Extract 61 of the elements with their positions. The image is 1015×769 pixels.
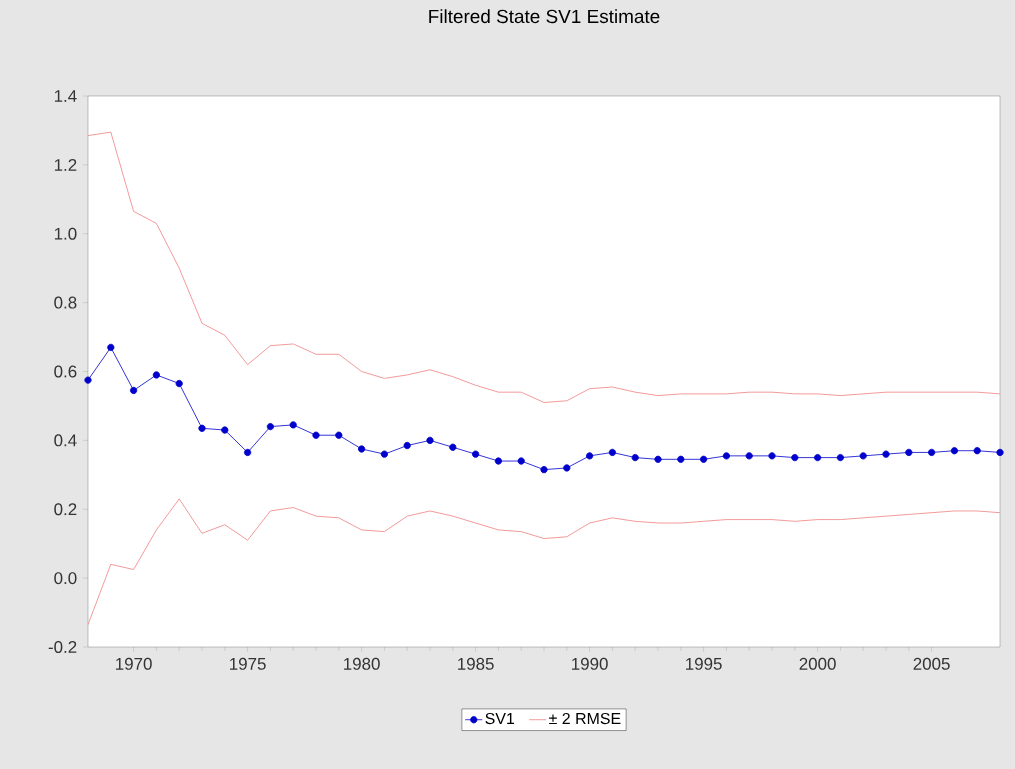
point: [677, 455, 685, 463]
y-tick-label: 0.2: [54, 503, 77, 516]
y-tick-label: 1.0: [54, 227, 77, 240]
point: [905, 448, 913, 457]
point: [836, 453, 845, 462]
y-tick-label: -0.2: [48, 641, 77, 653]
point: [221, 426, 229, 434]
point: [996, 448, 1004, 457]
point: [266, 423, 274, 431]
legend-label: ± 2 RMSE: [549, 712, 621, 725]
point: [472, 450, 480, 458]
point: [152, 371, 160, 379]
point: [494, 457, 503, 465]
x-tick-label: 2000: [799, 657, 836, 670]
point: [722, 452, 731, 460]
y-tick-label: 0.4: [54, 434, 77, 447]
point: [426, 436, 434, 444]
point: [950, 447, 959, 455]
point: [973, 447, 981, 455]
point: [289, 421, 297, 429]
x-tick-label: 1975: [230, 657, 266, 670]
point: [130, 386, 138, 395]
point: [198, 424, 206, 432]
point: [335, 431, 343, 439]
x-tick-label: 1990: [572, 657, 608, 670]
point: [517, 457, 525, 465]
point: [380, 450, 388, 458]
point: [563, 464, 571, 472]
point: [107, 343, 115, 351]
point: [791, 453, 799, 462]
legend-label: SV1: [485, 712, 515, 725]
point: [586, 452, 594, 460]
point: [403, 441, 411, 450]
y-tick-label: 0.8: [54, 296, 77, 309]
point: [608, 448, 617, 457]
x-tick-label: 1980: [344, 657, 380, 670]
point: [312, 431, 320, 439]
point: [700, 455, 708, 463]
x-tick-label: 1970: [116, 657, 152, 670]
point: [859, 452, 867, 460]
y-tick-label: 1.2: [54, 158, 77, 171]
point: [654, 455, 662, 463]
point: [928, 448, 936, 457]
chart-title: Filtered State SV1 Estimate: [429, 9, 660, 24]
y-tick-label: 1.4: [54, 90, 77, 102]
point: [358, 445, 366, 453]
point: [631, 453, 639, 462]
point: [244, 448, 252, 457]
x-tick-label: 1995: [686, 657, 722, 670]
point: [175, 379, 183, 388]
x-tick-label: 1985: [458, 657, 494, 670]
x-tick-label: 2005: [913, 657, 950, 670]
point: [449, 443, 457, 451]
point: [882, 450, 890, 458]
point: [745, 452, 753, 460]
point: [84, 376, 92, 384]
point: [540, 466, 548, 474]
point: [768, 452, 776, 460]
y-tick-label: 0.6: [54, 365, 77, 378]
point: [814, 453, 822, 462]
y-tick-label: 0.0: [54, 572, 77, 585]
